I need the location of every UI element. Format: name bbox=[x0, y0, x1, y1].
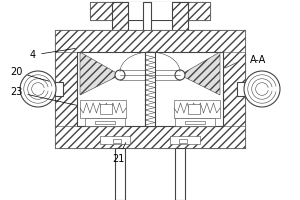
Text: A-A: A-A bbox=[250, 55, 266, 65]
Bar bbox=[85, 118, 125, 126]
Bar bbox=[100, 104, 112, 114]
Bar bbox=[188, 2, 210, 20]
Bar bbox=[80, 100, 126, 118]
Bar bbox=[223, 30, 245, 148]
Circle shape bbox=[175, 70, 185, 80]
Polygon shape bbox=[80, 52, 120, 95]
Bar bbox=[90, 2, 112, 20]
Bar bbox=[112, 2, 128, 32]
Polygon shape bbox=[180, 52, 220, 95]
Bar bbox=[120, 70, 180, 80]
Bar bbox=[55, 30, 77, 148]
Bar bbox=[172, 2, 188, 32]
Circle shape bbox=[20, 71, 56, 107]
Bar bbox=[237, 82, 245, 96]
Bar bbox=[55, 82, 63, 96]
Bar bbox=[112, 2, 188, 20]
Bar bbox=[55, 30, 245, 148]
Bar bbox=[188, 104, 200, 114]
Bar bbox=[143, 2, 151, 57]
Bar bbox=[90, 2, 210, 20]
Bar bbox=[174, 100, 220, 118]
Bar bbox=[100, 136, 130, 144]
Text: 4: 4 bbox=[30, 48, 75, 60]
Circle shape bbox=[115, 70, 125, 80]
Text: 20: 20 bbox=[10, 67, 49, 81]
Text: 21: 21 bbox=[112, 143, 126, 164]
Bar bbox=[95, 121, 115, 124]
Bar bbox=[113, 139, 121, 143]
Circle shape bbox=[244, 71, 280, 107]
Bar bbox=[55, 30, 245, 52]
Bar bbox=[55, 126, 245, 148]
Bar bbox=[115, 148, 125, 200]
Bar bbox=[175, 148, 185, 200]
Bar bbox=[170, 136, 200, 144]
Bar bbox=[172, 2, 188, 32]
Text: 23: 23 bbox=[10, 87, 77, 105]
Bar bbox=[179, 139, 187, 143]
Bar bbox=[185, 121, 205, 124]
Bar bbox=[175, 118, 215, 126]
Bar bbox=[145, 52, 155, 126]
Bar bbox=[77, 52, 223, 126]
Bar bbox=[112, 2, 128, 32]
